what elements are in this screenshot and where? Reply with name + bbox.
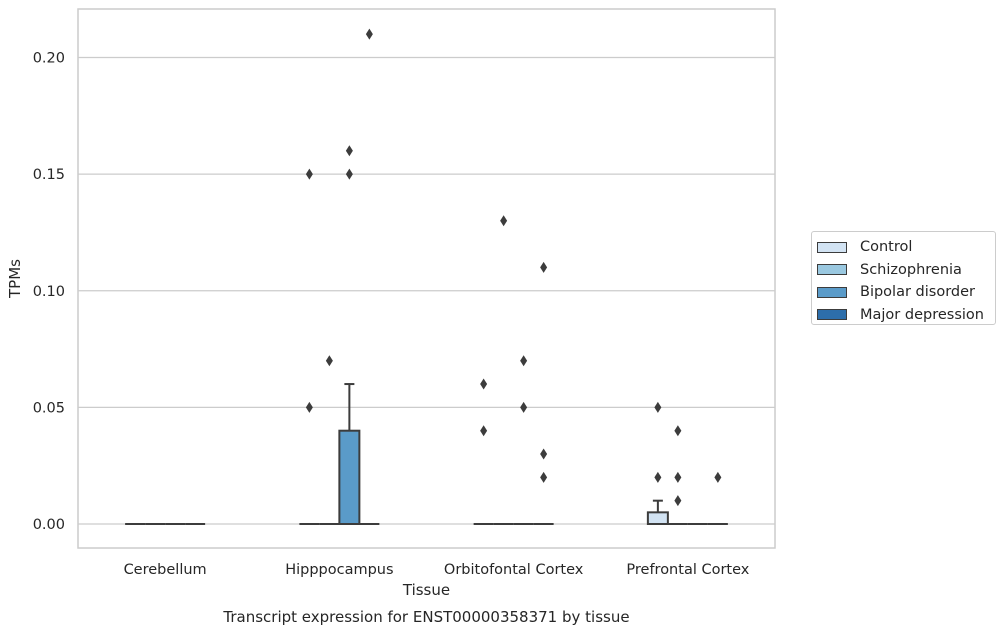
- outlier-point: [345, 145, 353, 157]
- x-tick-label: Prefrontal Cortex: [626, 562, 749, 578]
- outlier-point: [540, 448, 548, 460]
- y-tick-label: 0.05: [33, 400, 65, 416]
- y-tick-label: 0.00: [33, 517, 65, 533]
- outlier-point: [305, 401, 313, 413]
- legend-item: Schizophrenia: [817, 259, 995, 282]
- legend-item: Bipolar disorder: [817, 281, 995, 304]
- y-tick-label: 0.20: [33, 51, 65, 67]
- outlier-point: [674, 495, 682, 507]
- x-tick-labels: Cerebellum Hipppocampus Orbitofontal Corte…: [124, 562, 750, 578]
- plot-frame: [77, 8, 776, 549]
- legend-swatch: [817, 264, 847, 276]
- x-axis-label: Tissue: [402, 581, 450, 599]
- legend-swatch: [817, 309, 847, 321]
- x-tick-label: Hipppocampus: [285, 562, 393, 578]
- outlier-point: [365, 28, 373, 40]
- box-group: [338, 145, 361, 526]
- legend-swatch: [817, 286, 847, 298]
- box: [646, 511, 669, 526]
- legend-swatch: [817, 241, 847, 253]
- outlier-point: [325, 355, 333, 367]
- y-tick-label: 0.15: [33, 167, 65, 183]
- outlier-point: [480, 425, 488, 437]
- box: [338, 429, 361, 526]
- box-group: [646, 401, 669, 526]
- outlier-point: [500, 215, 508, 227]
- outlier-point: [480, 378, 488, 390]
- outlier-point: [345, 168, 353, 180]
- box-group: [707, 471, 728, 525]
- box-group: [299, 168, 320, 525]
- x-tick-label: Cerebellum: [124, 562, 207, 578]
- outlier-point: [654, 471, 662, 483]
- box-group: [667, 425, 688, 525]
- outlier-point: [520, 355, 528, 367]
- outlier-point: [714, 471, 722, 483]
- box-group: [513, 355, 534, 525]
- outlier-point: [520, 401, 528, 413]
- outlier-point: [305, 168, 313, 180]
- x-tick-label: Orbitofontal Cortex: [444, 562, 584, 578]
- gridlines: [78, 56, 775, 525]
- outlier-point: [540, 471, 548, 483]
- box-group: [493, 215, 514, 525]
- legend-label: Bipolar disorder: [860, 284, 975, 301]
- legend-item: Control: [817, 236, 995, 259]
- legend-label: Control: [860, 239, 913, 256]
- outlier-point: [674, 471, 682, 483]
- y-tick-labels: 0.00 0.05 0.10 0.15 0.20: [33, 51, 65, 534]
- legend-item: Major depression: [817, 304, 995, 327]
- legend-label: Schizophrenia: [860, 261, 962, 278]
- box-group: [359, 28, 380, 525]
- box-marks: [125, 28, 728, 526]
- outlier-point: [540, 261, 548, 273]
- chart-caption: Transcript expression for ENST0000035837…: [222, 608, 629, 626]
- y-tick-label: 0.10: [33, 284, 65, 300]
- outlier-point: [654, 401, 662, 413]
- box-group: [533, 261, 554, 525]
- y-axis-label: TPMs: [6, 259, 24, 299]
- legend-label: Major depression: [860, 306, 984, 323]
- outlier-point: [674, 425, 682, 437]
- legend: Control Schizophrenia Bipolar disorder Majo…: [811, 231, 996, 325]
- box-group: [319, 355, 340, 525]
- box-group: [473, 378, 494, 525]
